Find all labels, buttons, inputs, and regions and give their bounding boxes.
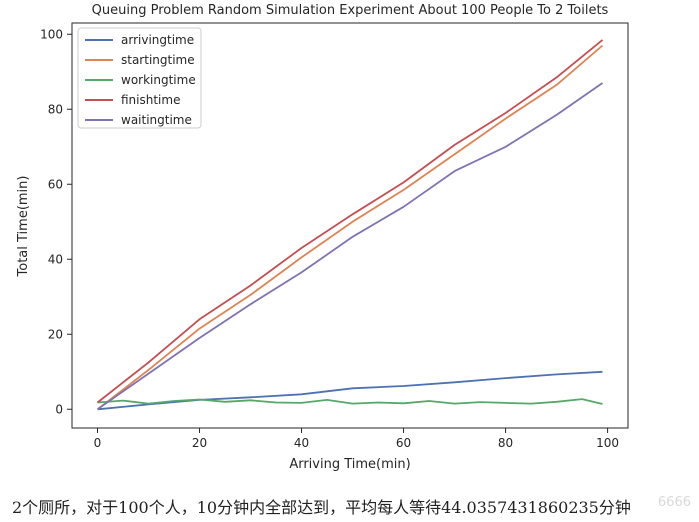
y-tick-label: 40 (48, 252, 63, 266)
chart: Queuing Problem Random Simulation Experi… (0, 0, 699, 490)
series-line-waitingtime (98, 83, 603, 409)
watermark-text: 6666 (658, 495, 691, 510)
series-line-workingtime (98, 399, 603, 404)
x-tick-label: 60 (396, 436, 411, 450)
x-tick-label: 0 (94, 436, 102, 450)
legend-label-arrivingtime: arrivingtime (121, 33, 194, 47)
y-tick-label: 80 (48, 102, 63, 116)
chart-title: Queuing Problem Random Simulation Experi… (92, 3, 609, 18)
x-tick-label: 80 (498, 436, 513, 450)
legend: arrivingtime startingtime workingtime finis… (78, 28, 201, 128)
x-tick-label: 100 (596, 436, 619, 450)
x-tick-label: 20 (192, 436, 207, 450)
caption-text: 2个厕所，对于100个人，10分钟内全部达到，平均每人等待44.03574318… (12, 494, 631, 518)
y-tick-label: 100 (40, 27, 63, 41)
y-tick-label: 0 (55, 402, 63, 416)
legend-label-waitingtime: waitingtime (121, 113, 192, 127)
legend-label-finishtime: finishtime (121, 93, 180, 107)
y-tick-label: 60 (48, 177, 63, 191)
legend-label-workingtime: workingtime (121, 73, 196, 87)
x-tick-label: 40 (294, 436, 309, 450)
x-axis-label: Arriving Time(min) (289, 457, 410, 472)
y-axis-label: Total Time(min) (16, 176, 31, 278)
y-tick-label: 20 (48, 327, 63, 341)
legend-label-startingtime: startingtime (121, 53, 195, 67)
